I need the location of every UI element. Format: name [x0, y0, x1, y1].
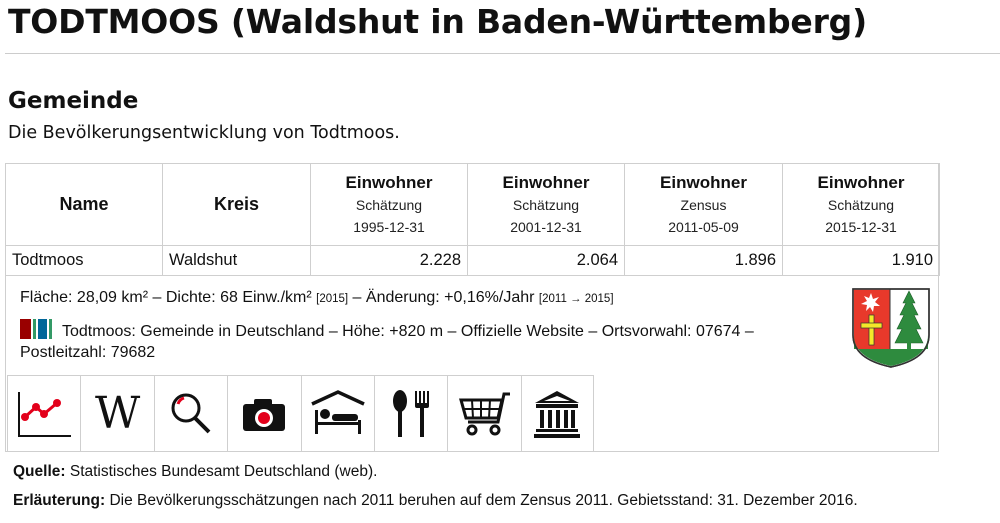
title-divider [5, 53, 1000, 54]
wikidata-line: Todtmoos: Gemeinde in Deutschland – Höhe… [20, 319, 754, 341]
density-year-note: [2015] [316, 293, 349, 305]
source-text[interactable]: Statistisches Bundesamt Deutschland (web… [65, 463, 378, 480]
cell-einwohner-1995: 2.228 [310, 245, 468, 276]
column-header-label: Einwohner [345, 172, 433, 192]
photos-link[interactable] [227, 376, 300, 451]
wikidata-icon[interactable] [20, 319, 57, 339]
change-period-note: [2011 → 2015] [538, 293, 614, 305]
source-line: Quelle: Statistisches Bundesamt Deutschl… [13, 463, 377, 481]
column-header-label: Einwohner [502, 172, 590, 192]
column-header-label: Einwohner [817, 172, 905, 192]
wikidata-text[interactable]: Todtmoos: Gemeinde in Deutschland – Höhe… [62, 323, 754, 340]
section-heading: Gemeinde [8, 88, 139, 114]
table-row: Todtmoos Waldshut 2.228 2.064 1.896 1.91… [5, 245, 940, 276]
column-header-einwohner-2011[interactable]: Einwohner Zensus 2011-05-09 [624, 163, 783, 246]
column-header-name[interactable]: Name [5, 163, 163, 246]
camera-icon [243, 398, 286, 431]
postal-code-line: Postleitzahl: 79682 [20, 344, 156, 361]
museum-icon [534, 390, 581, 438]
link-icon-bar: W [7, 375, 595, 452]
population-chart-link[interactable] [7, 376, 80, 451]
change-text: – Änderung: +0,16%/Jahr [348, 289, 535, 306]
population-table: Name Kreis Einwohner Schätzung 1995-12-3… [5, 163, 940, 276]
sights-link[interactable] [520, 376, 595, 451]
cell-kreis: Waldshut [162, 245, 311, 276]
column-header-date: 2001-12-31 [510, 218, 582, 235]
column-header-date: 2015-12-31 [825, 218, 897, 235]
restaurants-link[interactable] [373, 376, 447, 451]
cell-einwohner-2001: 2.064 [467, 245, 625, 276]
search-icon [171, 393, 211, 433]
area-density-line: Fläche: 28,09 km² – Dichte: 68 Einw./km²… [20, 289, 614, 307]
cell-einwohner-2011: 1.896 [624, 245, 783, 276]
column-header-kind: Schätzung [512, 196, 580, 213]
shopping-link[interactable] [447, 376, 520, 451]
column-header-label: Einwohner [660, 172, 747, 192]
area-density-text: Fläche: 28,09 km² – Dichte: 68 Einw./km² [20, 289, 312, 306]
shopping-cart-icon [458, 392, 510, 435]
column-header-kind: Schätzung [827, 196, 895, 213]
explanation-line: Erläuterung: Die Bevölkerungsschätzungen… [13, 492, 858, 510]
column-header-kind: Schätzung [355, 196, 423, 213]
column-header-kind: Zensus [680, 196, 727, 213]
wikipedia-icon: W [94, 387, 141, 439]
section-lead: Die Bevölkerungsentwicklung von Todtmoos… [8, 123, 400, 143]
column-header-einwohner-2001[interactable]: Einwohner Schätzung 2001-12-31 [467, 163, 625, 246]
accommodation-link[interactable] [300, 376, 374, 451]
column-header-date: 1995-12-31 [353, 218, 425, 235]
column-header-einwohner-2015[interactable]: Einwohner Schätzung 2015-12-31 [782, 163, 940, 246]
explanation-label: Erläuterung: [13, 492, 106, 509]
explanation-text: Die Bevölkerungsschätzungen nach 2011 be… [105, 492, 858, 509]
restaurant-icon [393, 389, 430, 437]
hotel-icon [311, 389, 365, 434]
column-header-kreis[interactable]: Kreis [162, 163, 311, 246]
chart-icon [18, 391, 72, 437]
search-link[interactable] [153, 376, 227, 451]
table-header-row: Name Kreis Einwohner Schätzung 1995-12-3… [5, 163, 940, 246]
wikipedia-link[interactable]: W [80, 376, 153, 451]
page-title: TODTMOOS (Waldshut in Baden-Württemberg) [8, 2, 867, 41]
cell-name: Todtmoos [5, 245, 163, 276]
coat-of-arms-icon [852, 288, 930, 368]
source-label: Quelle: [13, 463, 66, 480]
column-header-einwohner-1995[interactable]: Einwohner Schätzung 1995-12-31 [310, 163, 468, 246]
cell-einwohner-2015: 1.910 [782, 245, 940, 276]
column-header-date: 2011-05-09 [668, 218, 739, 235]
